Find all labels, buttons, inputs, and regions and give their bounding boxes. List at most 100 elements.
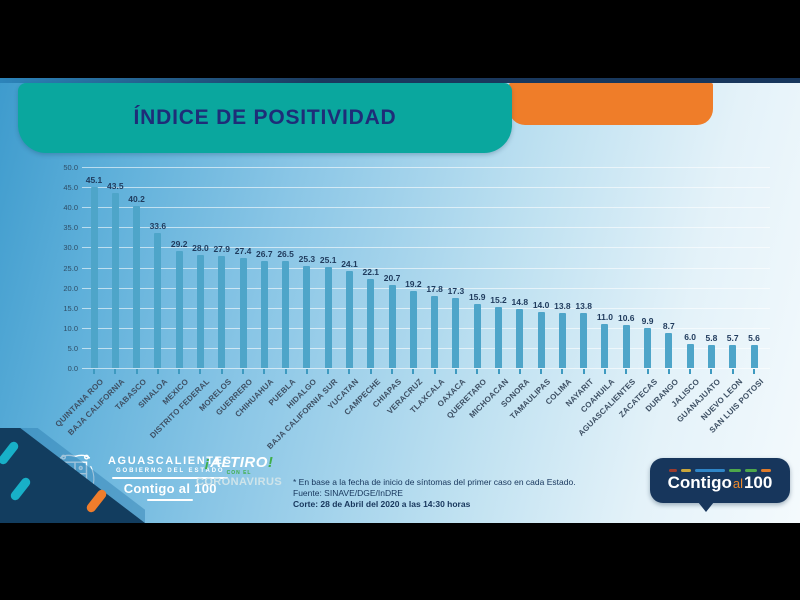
x-axis-tick: [454, 369, 457, 374]
x-axis-tick: [284, 369, 287, 374]
x-axis-tick: [433, 369, 436, 374]
bar-value-label: 20.7: [383, 272, 401, 283]
bar: [239, 257, 247, 368]
speech-bubble-tail-icon: [698, 502, 714, 512]
bar-value-label: 11.0: [596, 311, 613, 322]
gridline: [82, 267, 770, 269]
x-axis-tick: [263, 369, 266, 374]
bar-value-label: 5.8: [705, 332, 718, 343]
x-axis-tick: [178, 369, 181, 374]
altiro-wordmark: ¡ALTIRO!: [196, 454, 282, 471]
x-axis-tick: [497, 369, 500, 374]
bar: [750, 345, 758, 368]
aguascalientes-gov-logo: AGUASCALIENTES GOBIERNO DEL ESTADO Conti…: [52, 452, 232, 504]
bar: [431, 296, 439, 368]
bar-value-label: 17.3: [447, 286, 465, 297]
altiro-word: ALTIRO: [210, 454, 268, 471]
bar: [133, 206, 141, 368]
y-axis-label: 30.0: [63, 243, 78, 253]
y-axis-label: 5.0: [67, 343, 78, 353]
bar: [686, 343, 694, 368]
gridline: [82, 207, 770, 209]
bar-value-label: 28.0: [192, 243, 209, 254]
bar: [622, 325, 630, 368]
x-axis-tick: [348, 369, 351, 374]
gov-logo-state: AGUASCALIENTES: [108, 455, 233, 467]
bar-value-label: 25.3: [298, 254, 316, 265]
altiro-coronavirus-logo: ¡ALTIRO! CON EL CORONAVIRUS: [196, 454, 282, 488]
bar: [367, 279, 375, 368]
page-title: ÍNDICE DE POSITIVIDAD: [133, 106, 397, 129]
y-axis-label: 45.0: [63, 183, 78, 193]
bar-value-label: 19.2: [405, 278, 422, 289]
bar: [707, 344, 715, 368]
decor-navy-wedge: [0, 428, 145, 523]
gov-logo-slogan: Contigo al 100: [123, 481, 217, 496]
gridline: [82, 327, 770, 329]
gridline: [82, 227, 770, 229]
x-axis-tick: [540, 369, 543, 374]
x-axis-tick: [646, 369, 649, 374]
bar: [111, 193, 119, 368]
bar-value-label: 25.1: [319, 255, 337, 266]
bar: [260, 260, 268, 368]
bar: [516, 308, 524, 368]
badge-dash-icon: [745, 469, 757, 472]
corner-decoration: [0, 428, 145, 523]
x-axis-tick: [603, 369, 606, 374]
bar: [558, 312, 566, 368]
altiro-excl-close: !: [267, 454, 274, 471]
bar: [175, 250, 183, 368]
bar-value-label: 40.2: [128, 194, 145, 205]
gov-logo-subtitle: GOBIERNO DEL ESTADO: [115, 468, 225, 474]
header-accent-orange: [509, 83, 713, 125]
x-axis-tick: [93, 369, 95, 374]
bar: [601, 323, 609, 368]
x-axis-tick: [710, 369, 713, 374]
bar: [665, 333, 673, 368]
x-axis-tick: [412, 369, 415, 374]
gov-logo-rule-2: [147, 499, 194, 501]
y-axis-label: 50.0: [63, 163, 78, 172]
x-axis-tick: [667, 369, 670, 374]
gov-logo-rule: [112, 477, 229, 479]
bar-value-label: 29.2: [170, 238, 188, 249]
bar-value-label: 14.8: [511, 296, 529, 307]
bar: [303, 266, 311, 368]
badge-color-dashes: [669, 469, 771, 472]
x-axis-tick: [305, 369, 308, 374]
x-axis-tick: [689, 369, 692, 374]
x-axis-tick: [327, 369, 330, 374]
bar-value-label: 26.5: [277, 249, 294, 260]
x-axis-tick: [156, 369, 159, 374]
bar-value-label: 22.1: [362, 267, 380, 278]
bar: [409, 290, 417, 368]
x-axis-tick: [242, 369, 245, 374]
source-notes: * En base a la fecha de inicio de síntom…: [293, 477, 576, 510]
y-axis-label: 20.0: [63, 283, 78, 293]
x-axis-tick: [114, 369, 117, 374]
x-axis-tick: [518, 369, 521, 374]
x-axis-tick: [369, 369, 372, 374]
altiro-con-el: CON EL: [226, 470, 252, 476]
x-axis-tick: [391, 369, 394, 374]
gridline: [82, 247, 770, 249]
x-axis-tick: [199, 369, 202, 374]
note-source: Fuente: SINAVE/DGE/InDRE: [293, 488, 403, 498]
bar: [452, 298, 460, 368]
bar: [388, 284, 396, 368]
bar: [473, 304, 481, 368]
note-basis: * En base a la fecha de inicio de síntom…: [293, 477, 576, 487]
bar: [580, 312, 588, 368]
bar: [537, 311, 545, 368]
top-divider-line: [0, 78, 800, 83]
gov-logo-text: AGUASCALIENTES GOBIERNO DEL ESTADO Conti…: [108, 455, 232, 501]
bar-value-label: 15.2: [490, 294, 507, 305]
bar-value-label: 15.9: [468, 292, 486, 303]
positivity-bar-chart: 0.0 5.0 10.0 15.0 20.0 25.0 30.0 35.0 40.0 45.0 50…: [0, 78, 800, 523]
badge-al: al: [732, 476, 743, 491]
gridline: [82, 287, 770, 289]
contigo-al-100-badge: Contigoal100: [650, 458, 790, 512]
bar-value-label: 14.0: [532, 299, 550, 310]
